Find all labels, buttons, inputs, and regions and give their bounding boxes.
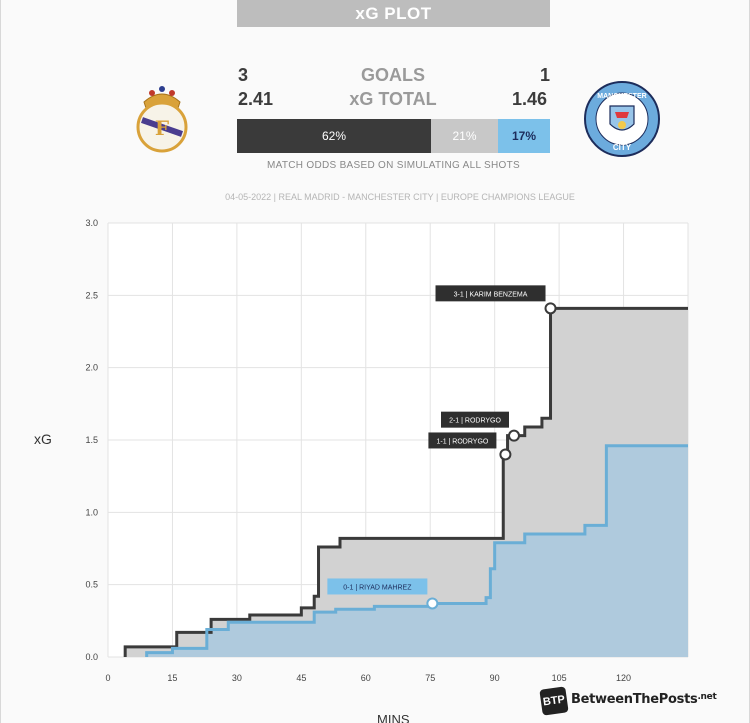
manchester-city-text-bottom: CITY — [613, 143, 632, 152]
watermark-suffix: .net — [697, 692, 717, 702]
real-madrid-crest-icon: F — [136, 86, 188, 153]
x-tick-label: 105 — [552, 673, 567, 683]
x-tick-label: 0 — [105, 673, 110, 683]
goal-annotation-label: 1-1 | RODRYGO — [436, 438, 488, 445]
btp-logo-icon: BTP — [539, 686, 569, 716]
x-tick-label: 15 — [167, 673, 177, 683]
goal-annotation-box — [441, 411, 509, 428]
x-tick-label: 75 — [425, 673, 435, 683]
watermark-text-wrap: BetweenThePosts.net — [571, 692, 717, 707]
goals-label: GOALS — [360, 65, 425, 85]
xg-chart: 0 15 30 45 60 75 90 105 120 0.0 0.5 1.0 1.5 2.0 2.5 3.0… — [85, 218, 689, 683]
watermark-text: BetweenThePosts — [571, 692, 698, 707]
y-axis-label: xG — [34, 431, 52, 447]
draw-odds: 21% — [431, 119, 498, 153]
y-tick-label: 3.0 — [85, 218, 98, 228]
away-xg-area — [146, 445, 688, 657]
odds-note: MATCH ODDS BASED ON SIMULATING ALL SHOTS — [267, 160, 520, 171]
y-tick-label: 1.0 — [85, 507, 98, 517]
watermark: BTP BetweenThePosts.net — [539, 686, 717, 716]
goal-marker — [426, 597, 439, 610]
away-xg-total: 1.46 — [512, 89, 548, 109]
goal-annotation-box — [327, 578, 428, 595]
x-tick-label: 120 — [616, 673, 631, 683]
manchester-city-crest-icon: MANCHESTER CITY — [584, 81, 660, 157]
goal-marker — [508, 429, 520, 442]
goal-annotation-label: 0-1 | RIYAD MAHREZ — [343, 584, 412, 591]
manchester-city-text-top: MANCHESTER — [597, 93, 646, 100]
home-win-odds: 62% — [237, 119, 431, 153]
y-tick-label: 2.5 — [85, 290, 98, 300]
away-win-odds: 17% — [498, 119, 550, 153]
goal-annotation-label: 3-1 | KARIM BENZEMA — [454, 291, 528, 298]
goal-annotation-label: 2-1 | RODRYGO — [449, 418, 501, 425]
y-tick-label: 0.0 — [85, 652, 98, 662]
home-goals: 3 — [238, 65, 249, 85]
goal-annotation-box — [435, 285, 546, 302]
page-title: xG PLOT — [237, 0, 550, 27]
x-axis-label: MINS — [377, 712, 410, 723]
x-tick-label: 90 — [490, 673, 500, 683]
away-goals: 1 — [540, 65, 551, 85]
y-tick-label: 1.5 — [85, 435, 98, 445]
x-tick-label: 45 — [296, 673, 306, 683]
home-xg-total: 2.41 — [238, 89, 274, 109]
x-tick-label: 60 — [361, 673, 371, 683]
y-tick-label: 2.0 — [85, 363, 98, 373]
xg-total-label: xG TOTAL — [349, 89, 437, 109]
svg-text:F: F — [155, 116, 169, 140]
goal-annotation-box — [428, 432, 497, 449]
goal-marker — [544, 302, 557, 315]
away-xg-line — [145, 444, 688, 657]
y-tick-label: 0.5 — [85, 580, 98, 590]
x-tick-label: 30 — [232, 673, 242, 683]
goal-marker — [499, 448, 512, 461]
match-info: 04-05-2022 | REAL MADRID - MANCHESTER CI… — [225, 192, 575, 202]
